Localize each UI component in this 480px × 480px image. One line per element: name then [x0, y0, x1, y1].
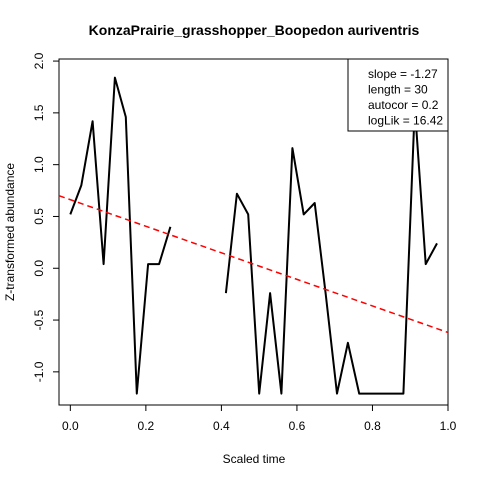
- y-axis: -1.0 -0.5 0.0 0.5 1.0 1.5 2.0: [32, 52, 59, 382]
- x-tick-label: 0.2: [138, 419, 155, 433]
- legend-box: [347, 58, 449, 132]
- abundance-line: [69, 76, 438, 395]
- y-tick-label: 0.5: [32, 208, 46, 225]
- x-tick-label: 0.0: [62, 419, 79, 433]
- x-axis-label: Scaled time: [223, 452, 286, 466]
- x-tick-label: 0.6: [289, 419, 306, 433]
- y-axis-label: Z-transformed abundance: [3, 163, 17, 301]
- legend-entry: logLik = 16.42: [368, 114, 443, 128]
- legend-entry: length = 30: [368, 83, 428, 97]
- x-tick-label: 0.8: [364, 419, 381, 433]
- series-layer: [58, 76, 449, 395]
- y-tick-label: 2.0: [32, 52, 46, 69]
- y-tick-label: 0.0: [32, 260, 46, 277]
- legend-entry: slope = -1.27: [368, 67, 438, 81]
- y-tick-label: -0.5: [32, 309, 46, 330]
- y-tick-label: 1.0: [32, 156, 46, 173]
- chart-title: KonzaPrairie_grasshopper_Boopedon aurive…: [89, 22, 420, 38]
- x-tick-label: 1.0: [440, 419, 457, 433]
- y-tick-label: 1.5: [32, 104, 46, 121]
- trend-line: [58, 194, 449, 334]
- legend-entry: autocor = 0.2: [368, 98, 439, 112]
- x-tick-label: 0.4: [213, 419, 230, 433]
- x-axis: 0.0 0.2 0.4 0.6 0.8 1.0: [62, 405, 457, 433]
- y-tick-label: -1.0: [32, 361, 46, 382]
- plot-frame: [58, 58, 449, 406]
